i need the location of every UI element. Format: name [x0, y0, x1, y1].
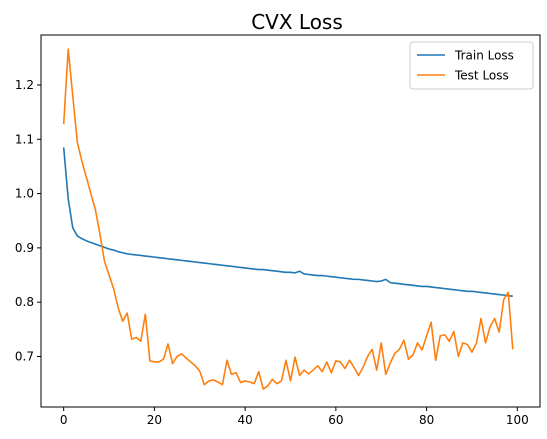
y-tick-label: 0.7 — [15, 349, 34, 363]
y-tick-label: 1.0 — [15, 187, 34, 201]
y-tick-label: 0.9 — [15, 241, 34, 255]
legend-label-test-loss: Test Loss — [454, 69, 509, 83]
plot-area — [40, 34, 541, 408]
y-tick-label: 1.1 — [15, 132, 34, 146]
series-line-train-loss — [62, 147, 513, 298]
x-tick-label: 80 — [419, 413, 434, 427]
chart-title: CVX Loss — [251, 10, 343, 34]
x-tick-label: 40 — [237, 413, 252, 427]
x-tick-label: 20 — [147, 413, 162, 427]
x-tick-label: 60 — [328, 413, 343, 427]
y-tick-label: 0.8 — [15, 295, 34, 309]
x-tick-label: 100 — [506, 413, 529, 427]
legend-label-train-loss: Train Loss — [454, 49, 514, 63]
y-tick-label: 1.2 — [15, 78, 34, 92]
series-lines — [62, 48, 514, 390]
series-line-test-loss — [62, 48, 514, 390]
legend-box — [409, 41, 534, 90]
legend: Train Loss Test Loss — [409, 41, 534, 90]
axis-ticks: 0 20 40 60 80 100 0.7 0.8 0.9 1.0 1.1 1.2 — [15, 78, 529, 427]
x-tick-label: 0 — [60, 413, 68, 427]
